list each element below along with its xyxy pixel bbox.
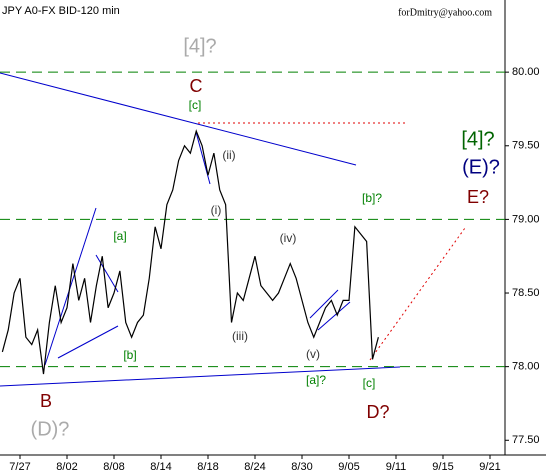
wave-label: [4]? xyxy=(461,128,494,150)
wave-label: (iii) xyxy=(232,329,248,343)
x-tick-label: 8/18 xyxy=(197,461,218,473)
y-tick-label: 79.50 xyxy=(512,140,540,152)
y-tick-label: 78.50 xyxy=(512,287,540,299)
wave-label: [c] xyxy=(363,376,376,390)
projection-line xyxy=(369,227,466,361)
x-tick-label: 8/08 xyxy=(103,461,124,473)
wave-line xyxy=(44,207,97,366)
wave-line xyxy=(95,254,119,293)
x-tick-label: 8/30 xyxy=(291,461,312,473)
y-tick-label: 79.00 xyxy=(512,213,540,225)
x-tick-label: 9/05 xyxy=(338,461,359,473)
wave-line xyxy=(309,289,339,319)
wave-line xyxy=(317,301,351,331)
wave-label: (i) xyxy=(211,203,222,217)
wave-label: D? xyxy=(366,402,389,422)
x-tick-label: 9/15 xyxy=(432,461,453,473)
price-line xyxy=(1,129,379,375)
y-tick-label: 78.00 xyxy=(512,361,540,373)
chart-subtitle: forDmitry@yahoo.com xyxy=(398,7,492,18)
wave-label: [c] xyxy=(189,98,202,112)
chart-title: JPY A0-FX BID-120 min xyxy=(2,5,120,17)
wave-label: [a]? xyxy=(306,373,326,387)
wave-label: (E)? xyxy=(462,156,500,178)
wave-label: [4]? xyxy=(183,35,216,57)
y-tick-label: 80.00 xyxy=(512,66,540,78)
wave-label: [b]? xyxy=(362,191,382,205)
y-tick-label: 77.50 xyxy=(512,434,540,446)
wave-label: B xyxy=(40,391,52,411)
wave-label: [b] xyxy=(123,348,136,362)
wave-label: (D)? xyxy=(31,418,70,440)
wave-line xyxy=(57,325,119,359)
wave-label: (ii) xyxy=(222,148,235,162)
x-tick-label: 9/21 xyxy=(479,461,500,473)
wave-label: C xyxy=(190,76,203,96)
wave-label: (iv) xyxy=(280,231,297,245)
wave-label: E? xyxy=(467,187,489,207)
x-tick-label: 7/27 xyxy=(9,461,30,473)
x-tick-label: 8/14 xyxy=(150,461,171,473)
projection-lines xyxy=(198,122,466,361)
wave-label: (v) xyxy=(306,347,320,361)
x-tick-label: 8/24 xyxy=(244,461,265,473)
x-tick-label: 8/02 xyxy=(56,461,77,473)
wave-label: [a] xyxy=(113,229,126,243)
lower-trendline xyxy=(0,366,401,387)
x-tick-label: 9/11 xyxy=(386,461,407,473)
upper-trendline xyxy=(0,72,357,166)
trendlines xyxy=(0,72,401,387)
